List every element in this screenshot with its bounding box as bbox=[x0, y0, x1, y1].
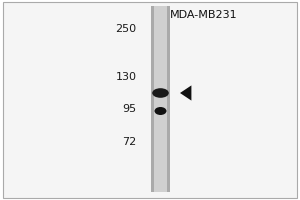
Bar bbox=[154, 6, 167, 192]
Ellipse shape bbox=[152, 88, 169, 98]
Text: 72: 72 bbox=[122, 137, 136, 147]
Circle shape bbox=[154, 107, 166, 115]
Text: MDA-MB231: MDA-MB231 bbox=[169, 10, 237, 20]
Text: 250: 250 bbox=[116, 24, 136, 34]
Polygon shape bbox=[180, 85, 191, 101]
Text: 95: 95 bbox=[122, 104, 136, 114]
Text: 130: 130 bbox=[116, 72, 136, 82]
Bar bbox=[151, 6, 170, 192]
